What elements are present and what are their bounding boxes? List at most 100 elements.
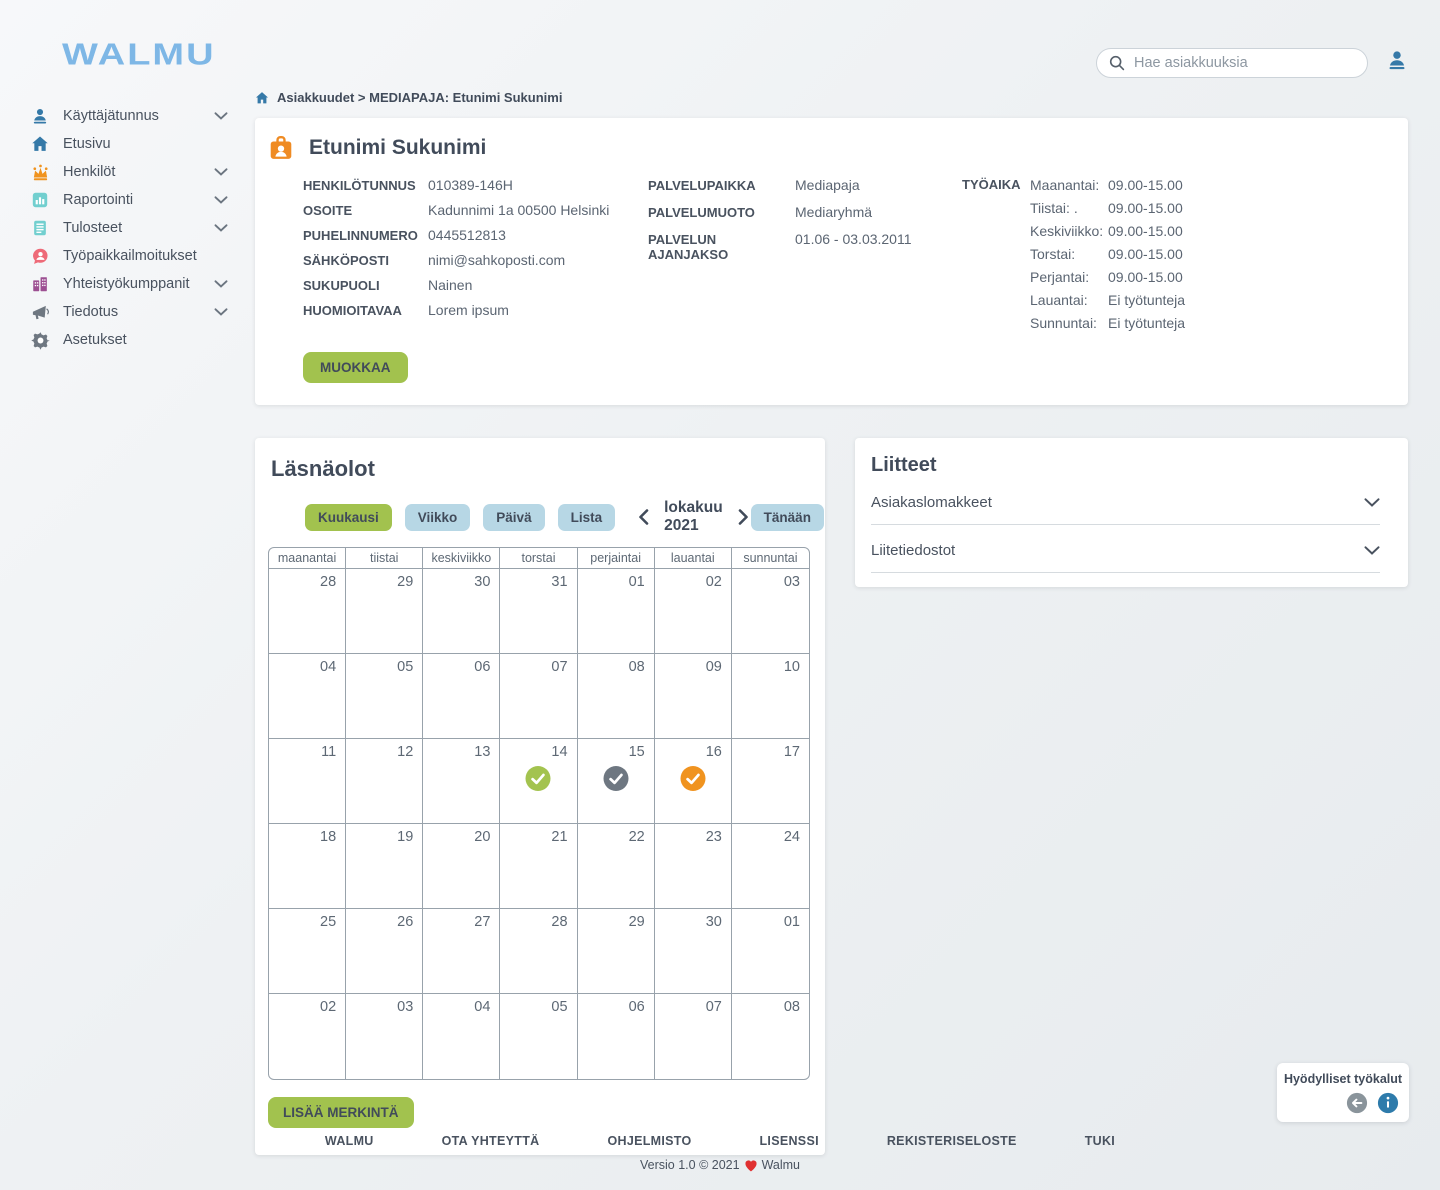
chevron-down-icon [1364, 546, 1380, 555]
calendar-day-cell[interactable]: 03 [731, 569, 809, 654]
chevron-down-icon [214, 168, 228, 176]
sidebar-item-etusivu[interactable]: Etusivu [0, 130, 250, 158]
chat-person-icon [30, 247, 50, 266]
walmu-logo[interactable]: WALMU [62, 38, 216, 72]
calendar-day-cell[interactable]: 04 [423, 994, 501, 1079]
calendar-day-cell[interactable]: 05 [500, 994, 578, 1079]
calendar-day-cell[interactable]: 06 [578, 994, 655, 1079]
calendar-day-cell[interactable]: 30 [423, 569, 501, 654]
calendar-day-cell[interactable]: 04 [269, 654, 347, 739]
calendar-day-cell[interactable]: 03 [346, 994, 424, 1079]
search-icon [1109, 55, 1125, 71]
view-list-button[interactable]: Lista [557, 503, 616, 531]
view-month-button[interactable]: Kuukausi [305, 503, 392, 531]
sidebar-item-raportointi[interactable]: Raportointi [0, 186, 250, 214]
orange-check-icon[interactable] [680, 766, 706, 791]
calendar-day-cell[interactable]: 02 [269, 994, 347, 1079]
calendar-day-cell[interactable]: 21 [500, 824, 578, 909]
info-icon[interactable] [1377, 1092, 1399, 1114]
view-day-button[interactable]: Päivä [483, 503, 545, 531]
calendar-day-cell[interactable]: 29 [577, 909, 655, 994]
calendar-day-cell[interactable]: 06 [423, 654, 501, 739]
calendar-day-cell[interactable]: 09 [654, 654, 732, 739]
add-entry-button[interactable]: LISÄÄ MERKINTÄ [268, 1097, 414, 1128]
calendar-controls: Kuukausi Viikko Päivä Lista lokakuu 2021… [305, 499, 824, 535]
previous-month-button[interactable] [636, 507, 651, 527]
breadcrumb[interactable]: Asiakkuudet > MEDIAPAJA: Etunimi Sukunim… [255, 90, 1408, 105]
sidebar-item-tiedotus[interactable]: Tiedotus [0, 298, 250, 326]
calendar-day-cell[interactable]: 23 [654, 824, 732, 909]
footer-link[interactable]: LISENSSI [759, 1134, 819, 1148]
main-content: Asiakkuudet > MEDIAPAJA: Etunimi Sukunim… [255, 90, 1408, 1155]
sidebar-item-yhteistyokumppanit[interactable]: Yhteistyökumppanit [0, 270, 250, 298]
calendar-day-cell[interactable]: 16 [654, 739, 732, 824]
calendar-day-cell[interactable]: 17 [731, 739, 809, 824]
work-time-row: Lauantai: Ei työtunteja [1030, 292, 1185, 308]
footer-link[interactable]: OHJELMISTO [607, 1134, 692, 1148]
footer-link[interactable]: TUKI [1084, 1134, 1116, 1148]
client-fields: HENKILÖTUNNUS 010389-146H OSOITE Kadunnimi … [303, 177, 648, 338]
calendar-day-cell[interactable]: 30 [654, 909, 732, 994]
work-time-day: Torstai: [1030, 246, 1076, 262]
calendar-day-cell[interactable]: 20 [423, 824, 501, 909]
calendar-day-cell[interactable]: 27 [423, 909, 501, 994]
footer-link[interactable]: OTA YHTEYTTÄ [441, 1134, 540, 1148]
calendar-day-cell[interactable]: 01 [577, 569, 655, 654]
user-account-icon[interactable] [1386, 49, 1408, 71]
calendar-day-cell[interactable]: 14 [500, 739, 578, 824]
sidebar-item-kayttajatunnus[interactable]: Käyttäjätunnus [0, 102, 250, 130]
gray-check-icon[interactable] [603, 766, 629, 791]
calendar-day-cell[interactable]: 18 [269, 824, 347, 909]
view-week-button[interactable]: Viikko [404, 503, 471, 531]
calendar-day-cell[interactable]: 25 [269, 909, 347, 994]
sidebar-item-tyopaikkailmoitukset[interactable]: Työpaikkailmoitukset [0, 242, 250, 270]
sidebar-item-henkilot[interactable]: Henkilöt [0, 158, 250, 186]
calendar-day-number: 10 [783, 659, 800, 675]
search-input[interactable] [1134, 55, 1355, 71]
calendar-day-number: 26 [397, 914, 414, 930]
calendar-day-number: 12 [397, 744, 414, 760]
calendar-day-cell[interactable]: 31 [500, 569, 578, 654]
calendar-day-cell[interactable]: 22 [577, 824, 655, 909]
edit-button[interactable]: MUOKKAA [303, 352, 408, 383]
work-time-row: Perjantai: 09.00-15.00 [1030, 269, 1185, 285]
calendar-day-cell[interactable]: 24 [731, 824, 809, 909]
attachments-card: Liitteet Asiakaslomakkeet Liitetiedostot [855, 438, 1408, 587]
calendar-day-cell[interactable]: 15 [577, 739, 655, 824]
calendar-day-cell[interactable]: 13 [423, 739, 501, 824]
calendar-week-row: 11 12 13 14 15 16 17 [269, 739, 809, 824]
calendar-day-number: 31 [551, 574, 568, 590]
calendar-day-cell[interactable]: 29 [346, 569, 424, 654]
client-field-row: OSOITE Kadunnimi 1a 00500 Helsinki [303, 202, 648, 218]
calendar-day-cell[interactable]: 05 [346, 654, 424, 739]
customer-search[interactable] [1096, 48, 1368, 78]
calendar-day-cell[interactable]: 07 [500, 654, 578, 739]
calendar-day-cell[interactable]: 08 [577, 654, 655, 739]
calendar-day-cell[interactable]: 10 [731, 654, 809, 739]
work-time-row: Tiistai: . 09.00-15.00 [1030, 200, 1185, 216]
footer-link[interactable]: WALMU [324, 1134, 374, 1148]
green-check-icon[interactable] [525, 766, 551, 791]
accordion-asiakaslomakkeet[interactable]: Asiakaslomakkeet [871, 477, 1380, 525]
calendar-day-cell[interactable]: 02 [654, 569, 732, 654]
back-arrow-icon[interactable] [1346, 1092, 1368, 1114]
sidebar-item-tulosteet[interactable]: Tulosteet [0, 214, 250, 242]
calendar-day-cell[interactable]: 28 [500, 909, 578, 994]
field-label: HENKILÖTUNNUS [303, 178, 416, 193]
next-month-button[interactable] [736, 507, 751, 527]
calendar-day-cell[interactable]: 11 [269, 739, 347, 824]
calendar-day-cell[interactable]: 01 [731, 909, 809, 994]
footer-link[interactable]: REKISTERISELOSTE [886, 1134, 1017, 1148]
field-label: PALVELUN AJANJAKSO [648, 232, 729, 262]
work-time-row: Torstai: 09.00-15.00 [1030, 246, 1185, 262]
accordion-label: Asiakaslomakkeet [871, 494, 992, 511]
calendar-day-cell[interactable]: 08 [732, 994, 809, 1079]
calendar-day-cell[interactable]: 19 [346, 824, 424, 909]
calendar-day-cell[interactable]: 07 [655, 994, 732, 1079]
calendar-day-cell[interactable]: 12 [346, 739, 424, 824]
calendar-day-cell[interactable]: 28 [269, 569, 347, 654]
sidebar-item-asetukset[interactable]: Asetukset [0, 326, 250, 354]
calendar-day-cell[interactable]: 26 [346, 909, 424, 994]
accordion-liitetiedostot[interactable]: Liitetiedostot [871, 525, 1380, 573]
today-button[interactable]: Tänään [750, 503, 824, 531]
